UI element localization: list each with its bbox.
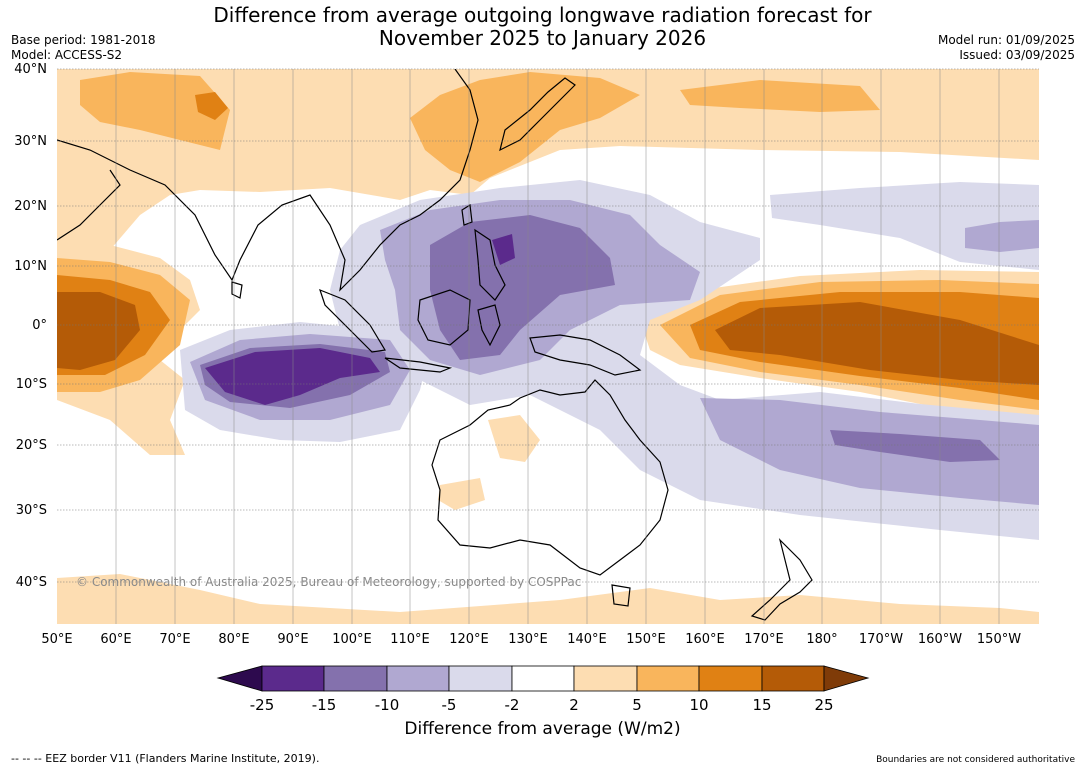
anomaly-pacific-vstrong bbox=[715, 302, 1039, 385]
sumatra-outline bbox=[319, 288, 386, 353]
colorbar-bin-3 bbox=[386, 665, 450, 692]
anomaly-tibet-strong bbox=[195, 92, 228, 120]
lon-label: 170°W bbox=[858, 632, 904, 647]
eez-border-note: -- -- -- EEZ border V11 (Flanders Marine… bbox=[11, 752, 320, 765]
anomaly-north-moderate bbox=[410, 72, 640, 182]
copyright-notice: © Commonwealth of Australia 2025, Bureau… bbox=[76, 575, 582, 589]
colorbar-bin-5 bbox=[511, 665, 575, 692]
anomaly-south-pacific-strong bbox=[830, 430, 1000, 462]
colorbar-bin-8 bbox=[698, 665, 763, 692]
lon-label: 170°E bbox=[744, 632, 784, 647]
lon-label: 130°E bbox=[508, 632, 548, 647]
model-run: Model run: 01/09/2025 bbox=[937, 33, 1075, 47]
chart-title: Difference from average outgoing longwav… bbox=[0, 4, 1085, 50]
lat-label: 30°N bbox=[14, 134, 47, 149]
sri-lanka-outline bbox=[231, 281, 243, 299]
lat-label: 30°S bbox=[15, 503, 47, 518]
colorbar-tick: 15 bbox=[752, 696, 772, 714]
lon-label: 100°E bbox=[332, 632, 372, 647]
lon-label: 150°W bbox=[976, 632, 1022, 647]
colorbar-bin-2 bbox=[323, 665, 388, 692]
lon-label: 70°E bbox=[159, 632, 191, 647]
colorbar bbox=[216, 665, 870, 692]
lat-label: 10°S bbox=[15, 377, 47, 392]
lon-label: 160°E bbox=[685, 632, 725, 647]
colorbar-tick: 2 bbox=[569, 696, 579, 714]
tasmania-outline bbox=[611, 584, 631, 607]
anomaly-north-moderate-2 bbox=[80, 72, 230, 150]
lat-label: 40°S bbox=[15, 575, 47, 590]
lat-label: 20°S bbox=[15, 438, 47, 453]
colorbar-bin-7 bbox=[636, 665, 700, 692]
lon-label: 120°E bbox=[449, 632, 489, 647]
anomaly-wp-vstrong bbox=[492, 234, 515, 265]
lon-label: 80°E bbox=[218, 632, 250, 647]
arabia-outline bbox=[57, 169, 121, 241]
colorbar-label: Difference from average (W/m2) bbox=[404, 719, 681, 739]
anomaly-north-moderate-3 bbox=[680, 80, 880, 112]
meta-right: Model run: 01/09/2025 Issued: 03/09/2025 bbox=[938, 33, 1075, 63]
anomaly-wp-strong bbox=[430, 215, 615, 360]
anomaly-south-pacific-moderate bbox=[700, 398, 1039, 505]
colorbar-tick: -25 bbox=[249, 696, 275, 714]
colorbar-max-arrow bbox=[823, 665, 870, 692]
model-name: Model: ACCESS-S2 bbox=[11, 48, 123, 62]
base-period: Base period: 1981-2018 bbox=[11, 33, 156, 47]
anomaly-south-band bbox=[57, 574, 1039, 624]
java-outline bbox=[384, 357, 453, 373]
anomaly-indian-west-vstrong bbox=[57, 292, 140, 370]
colorbar-tick: 25 bbox=[814, 696, 834, 714]
colorbar-bin-9 bbox=[761, 665, 825, 692]
lat-label: 20°N bbox=[14, 199, 47, 214]
lon-label: 150°E bbox=[626, 632, 666, 647]
title-line-1: Difference from average outgoing longwav… bbox=[213, 3, 872, 27]
japan-outline bbox=[499, 77, 576, 152]
anomaly-north-band bbox=[57, 69, 1039, 275]
lat-label: 10°N bbox=[14, 259, 47, 274]
lon-label: 160°W bbox=[917, 632, 963, 647]
anomaly-pacific-ne-moderate bbox=[965, 220, 1039, 252]
colorbar-bin-6 bbox=[573, 665, 638, 692]
colorbar-tick: -10 bbox=[374, 696, 400, 714]
colorbar-tick: -5 bbox=[441, 696, 457, 714]
colorbar-tick: -15 bbox=[311, 696, 337, 714]
taiwan-outline bbox=[461, 203, 473, 226]
australia-outline bbox=[431, 379, 669, 576]
issued-date: Issued: 03/09/2025 bbox=[959, 48, 1075, 62]
colorbar-min-arrow bbox=[216, 665, 263, 692]
anomaly-australia-west bbox=[438, 478, 485, 510]
lon-label: 140°E bbox=[567, 632, 607, 647]
boundaries-disclaimer: Boundaries are not considered authoritat… bbox=[876, 755, 1075, 765]
colorbar-bin-1 bbox=[261, 665, 325, 692]
colorbar-bin-4 bbox=[448, 665, 513, 692]
anomaly-field bbox=[57, 69, 1039, 624]
coastlines bbox=[57, 69, 813, 621]
lon-label: 110°E bbox=[390, 632, 430, 647]
borneo-outline bbox=[417, 289, 471, 346]
lon-label: 90°E bbox=[277, 632, 309, 647]
anomaly-australia-north bbox=[488, 415, 540, 462]
anomaly-indian-east-vstrong bbox=[205, 348, 380, 405]
lat-label: 0° bbox=[32, 318, 47, 333]
colorbar-tick: 10 bbox=[689, 696, 709, 714]
asia-mainland-outline bbox=[57, 69, 479, 292]
sulawesi-outline bbox=[477, 304, 501, 347]
meta-left: Base period: 1981-2018 Model: ACCESS-S2 bbox=[11, 33, 156, 63]
lon-label: 60°E bbox=[100, 632, 132, 647]
meridians bbox=[115, 69, 1000, 624]
colorbar-tick: 5 bbox=[632, 696, 642, 714]
title-line-2: November 2025 to January 2026 bbox=[378, 26, 707, 50]
new-zealand-outline bbox=[750, 538, 813, 621]
colorbar-tick: -2 bbox=[504, 696, 520, 714]
philippines-outline bbox=[474, 228, 506, 301]
new-guinea-outline bbox=[529, 334, 642, 376]
lat-label: 40°N bbox=[14, 62, 47, 77]
lon-label: 180° bbox=[806, 632, 838, 647]
lon-label: 50°E bbox=[41, 632, 73, 647]
